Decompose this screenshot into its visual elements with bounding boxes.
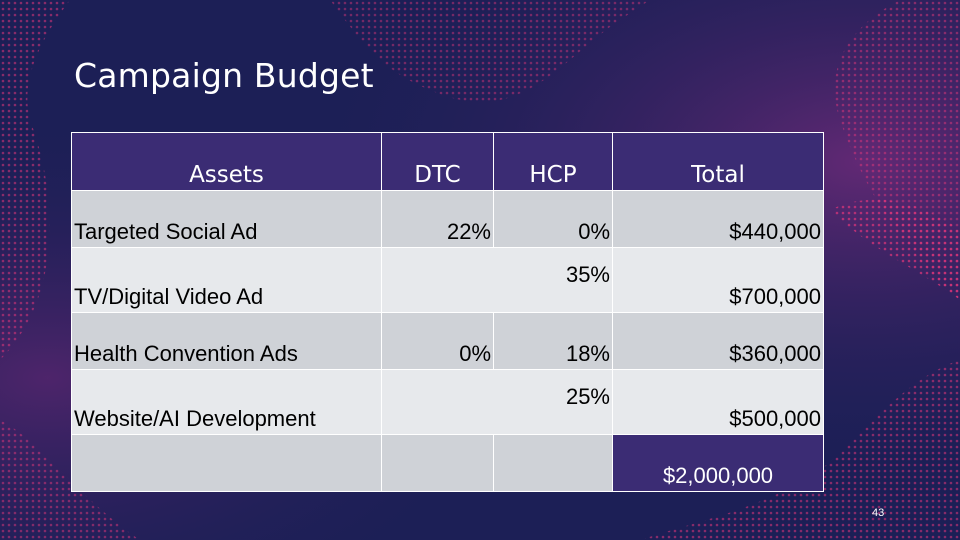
- asset-cell: Health Convention Ads: [71, 312, 382, 370]
- header-hcp: HCP: [493, 132, 613, 191]
- hcp-cell: 0%: [493, 190, 613, 248]
- total-cell: $360,000: [612, 312, 824, 370]
- asset-cell: TV/Digital Video Ad: [71, 247, 382, 313]
- total-cell: $440,000: [612, 190, 824, 248]
- table-row: Targeted Social Ad 22% 0% $440,000: [71, 190, 824, 248]
- table-row: Health Convention Ads 0% 18% $360,000: [71, 312, 824, 370]
- empty-cell: [71, 434, 382, 492]
- empty-cell: [493, 434, 613, 492]
- header-assets: Assets: [71, 132, 382, 191]
- merged-share-cell: 25%: [381, 369, 613, 435]
- budget-table: Assets DTC HCP Total Targeted Social Ad …: [71, 132, 824, 492]
- page-number: 43: [872, 507, 885, 519]
- empty-cell: [381, 434, 494, 492]
- header-dtc: DTC: [381, 132, 494, 191]
- table-total-row: $2,000,000: [71, 434, 824, 492]
- total-cell: $500,000: [612, 369, 824, 435]
- asset-cell: Website/AI Development: [71, 369, 382, 435]
- table-row: TV/Digital Video Ad 35% $700,000: [71, 247, 824, 313]
- slide-title: Campaign Budget: [74, 56, 374, 95]
- grand-total-cell: $2,000,000: [612, 434, 824, 492]
- table-header-row: Assets DTC HCP Total: [71, 132, 824, 191]
- asset-cell: Targeted Social Ad: [71, 190, 382, 248]
- dtc-cell: 0%: [381, 312, 494, 370]
- hcp-cell: 18%: [493, 312, 613, 370]
- table-row: Website/AI Development 25% $500,000: [71, 369, 824, 435]
- merged-share-cell: 35%: [381, 247, 613, 313]
- header-total: Total: [612, 132, 824, 191]
- total-cell: $700,000: [612, 247, 824, 313]
- dtc-cell: 22%: [381, 190, 494, 248]
